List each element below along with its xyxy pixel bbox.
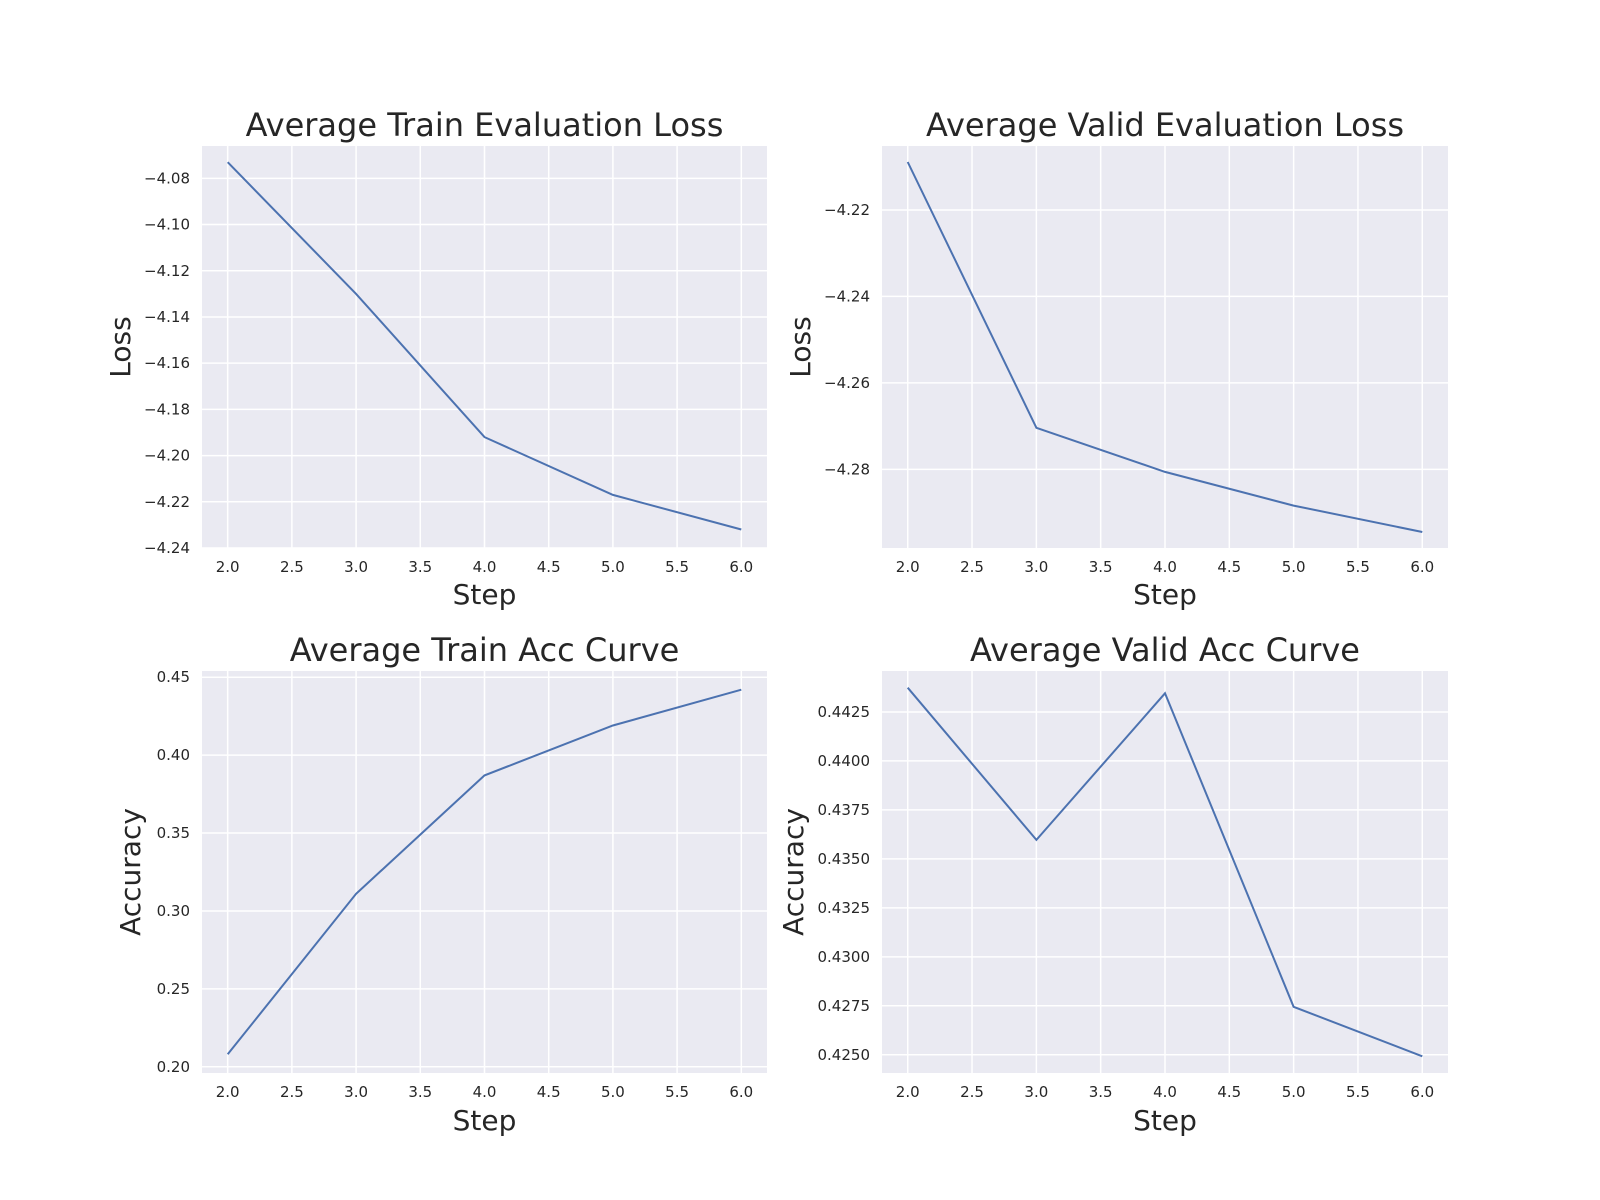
train-loss-x-tick-label: 5.5 [665, 558, 689, 576]
train-loss-y-tick-label: −4.22 [144, 493, 190, 511]
valid-acc-y-tick-label: 0.4275 [818, 997, 871, 1015]
valid-loss-x-tick-label: 2.0 [896, 558, 920, 576]
train-acc-y-tick-label: 0.40 [157, 746, 190, 764]
valid-loss-x-tick-label: 5.5 [1346, 558, 1370, 576]
valid-acc-y-tick-label: 0.4350 [818, 850, 871, 868]
train-acc-y-tick-label: 0.30 [157, 902, 190, 920]
valid-loss-x-tick-label: 4.5 [1217, 558, 1241, 576]
valid-acc-x-tick-label: 5.0 [1282, 1083, 1306, 1101]
train-loss-panel: 2.0 2.5 3.0 3.5 4.0 4.5 5.0 5.5 6.0 −4.24 −4.22 −4.… [104, 106, 767, 611]
valid-acc-x-tick-label: 5.5 [1346, 1083, 1370, 1101]
valid-loss-x-tick-label: 3.5 [1089, 558, 1113, 576]
valid-loss-x-tick-label: 3.0 [1024, 558, 1048, 576]
train-loss-y-tick-label: −4.12 [144, 262, 190, 280]
valid-loss-x-tick-label: 5.0 [1282, 558, 1306, 576]
train-acc-xlabel: Step [453, 1104, 517, 1137]
valid-acc-title: Average Valid Acc Curve [970, 631, 1360, 669]
train-acc-y-tick-label: 0.20 [157, 1058, 190, 1076]
train-acc-y-tick-label: 0.35 [157, 824, 190, 842]
train-loss-y-tick-label: −4.20 [144, 447, 190, 465]
valid-acc-xlabel: Step [1133, 1104, 1197, 1137]
valid-loss-y-tick-label: −4.24 [824, 287, 870, 305]
train-acc-y-tick-label: 0.25 [157, 980, 190, 998]
valid-acc-ylabel: Accuracy [777, 808, 810, 936]
valid-loss-y-tick-label: −4.22 [824, 201, 870, 219]
valid-acc-y-tick-label: 0.4375 [818, 801, 871, 819]
valid-acc-y-tick-label: 0.4325 [818, 899, 871, 917]
valid-loss-y-tick-label: −4.26 [824, 374, 870, 392]
train-loss-xlabel: Step [453, 578, 517, 611]
valid-acc-x-tick-label: 4.0 [1153, 1083, 1177, 1101]
train-acc-panel: 2.0 2.5 3.0 3.5 4.0 4.5 5.0 5.5 6.0 0.20 0.25 0.30 0… [114, 631, 767, 1137]
train-acc-x-tick-label: 4.0 [473, 1083, 497, 1101]
train-loss-x-tick-label: 3.0 [344, 558, 368, 576]
train-loss-x-tick-label: 4.5 [537, 558, 561, 576]
valid-acc-x-tick-label: 4.5 [1217, 1083, 1241, 1101]
train-acc-y-tick-label: 0.45 [157, 668, 190, 686]
train-loss-title: Average Train Evaluation Loss [246, 106, 724, 144]
train-acc-x-tick-label: 2.5 [280, 1083, 304, 1101]
train-loss-ylabel: Loss [104, 316, 137, 377]
train-acc-x-tick-label: 6.0 [729, 1083, 753, 1101]
train-loss-x-tick-label: 5.0 [601, 558, 625, 576]
valid-loss-ylabel: Loss [784, 316, 817, 377]
train-loss-y-tick-label: −4.14 [144, 308, 190, 326]
valid-loss-x-tick-label: 2.5 [960, 558, 984, 576]
train-loss-x-tick-label: 2.5 [280, 558, 304, 576]
train-acc-x-tick-label: 4.5 [537, 1083, 561, 1101]
train-acc-series-line [226, 688, 742, 1055]
valid-loss-y-tick-label: −4.28 [824, 460, 870, 478]
train-acc-x-tick-label: 5.0 [601, 1083, 625, 1101]
train-loss-y-tick-label: −4.18 [144, 400, 190, 418]
train-loss-x-tick-label: 6.0 [729, 558, 753, 576]
train-loss-x-tick-label: 4.0 [473, 558, 497, 576]
valid-loss-panel: 2.0 2.5 3.0 3.5 4.0 4.5 5.0 5.5 6.0 −4.28 −4.26 −4.… [784, 106, 1448, 611]
valid-loss-x-tick-label: 4.0 [1153, 558, 1177, 576]
valid-acc-y-tick-label: 0.4300 [818, 948, 871, 966]
valid-loss-x-tick-label: 6.0 [1410, 558, 1434, 576]
valid-acc-y-tick-label: 0.4425 [818, 703, 871, 721]
train-loss-series-line [226, 161, 742, 531]
train-acc-ylabel: Accuracy [114, 808, 147, 936]
train-acc-x-tick-label: 5.5 [665, 1083, 689, 1101]
valid-acc-panel: 2.0 2.5 3.0 3.5 4.0 4.5 5.0 5.5 6.0 0.4250 0.4275 0… [777, 631, 1448, 1137]
valid-acc-y-tick-label: 0.4400 [818, 752, 871, 770]
train-loss-y-tick-label: −4.08 [144, 169, 190, 187]
train-loss-y-tick-label: −4.16 [144, 354, 190, 372]
train-loss-y-tick-label: −4.24 [144, 539, 190, 557]
train-acc-x-tick-label: 3.5 [408, 1083, 432, 1101]
valid-acc-x-tick-label: 2.0 [896, 1083, 920, 1101]
valid-loss-xlabel: Step [1133, 578, 1197, 611]
valid-acc-series-line [906, 687, 1423, 1058]
train-loss-x-tick-label: 3.5 [408, 558, 432, 576]
valid-acc-x-tick-label: 2.5 [960, 1083, 984, 1101]
train-acc-title: Average Train Acc Curve [290, 631, 680, 669]
valid-acc-x-tick-label: 6.0 [1410, 1083, 1434, 1101]
valid-loss-title: Average Valid Evaluation Loss [926, 106, 1404, 144]
train-loss-x-tick-label: 2.0 [216, 558, 240, 576]
train-loss-y-tick-label: −4.10 [144, 216, 190, 234]
valid-loss-series-line [906, 161, 1423, 533]
train-acc-x-tick-label: 3.0 [344, 1083, 368, 1101]
valid-acc-x-tick-label: 3.5 [1089, 1083, 1113, 1101]
train-acc-x-tick-label: 2.0 [216, 1083, 240, 1101]
valid-acc-y-tick-label: 0.4250 [818, 1046, 871, 1064]
valid-acc-x-tick-label: 3.0 [1024, 1083, 1048, 1101]
